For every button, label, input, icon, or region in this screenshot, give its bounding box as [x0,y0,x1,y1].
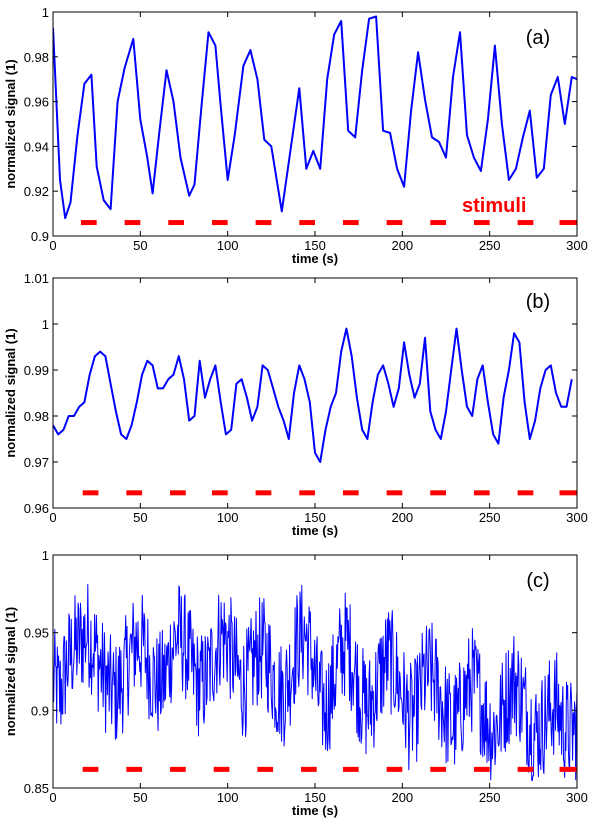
stimulus-bar [342,766,359,772]
y-tick-label: 0.92 [24,184,49,199]
x-tick-label: 250 [479,238,501,253]
y-tick-label: 1 [42,317,49,332]
y-tick-label: 0.98 [24,50,49,65]
y-tick-label: 0.99 [24,363,49,378]
stimulus-bar [386,490,403,496]
chart-panel-3: 0 50 100 150 200 250 300 0.85 0.9 0.95 1 time (s) no… [3,548,588,818]
x-tick-label: 300 [566,510,588,525]
x-axis-label: time (s) [292,803,338,818]
stimulus-bar [211,220,228,226]
stimulus-bar [559,766,577,772]
x-tick-label: 200 [391,510,413,525]
panel-label: (a) [526,27,550,49]
x-tick-label: 100 [217,790,239,805]
stimulus-bar [170,766,186,772]
y-tick-label: 0.95 [24,626,49,641]
stimulus-bar [213,766,230,772]
stimulus-bar [430,220,446,226]
stimulus-bar [430,490,446,496]
chart-panel-2: 0 50 100 150 200 250 300 0.96 0.97 0.98 0.99 1 1.01 t… [3,271,588,538]
x-tick-label: 0 [49,238,56,253]
stimulus-bar [255,490,272,496]
x-tick-label: 200 [391,790,413,805]
stimulus-bar [299,490,315,496]
x-tick-label: 300 [566,790,588,805]
y-tick-label: 0.97 [24,455,49,470]
stimulus-bar [124,220,141,226]
y-tick-label: 0.9 [31,703,49,718]
y-tick-label: 0.94 [24,139,49,154]
chart-panel-1: 0 50 100 150 200 250 300 0.9 0.92 0.94 0.96 0.98 1 ti… [3,5,588,266]
x-tick-label: 0 [49,510,56,525]
x-tick-label: 150 [304,238,326,253]
panel-label: (b) [526,291,550,313]
y-tick-label: 1 [42,548,49,563]
stimulus-bar [342,220,359,226]
stimulus-bar [82,766,99,772]
y-tick-label: 1.01 [24,271,49,286]
stimulus-bar [168,220,184,226]
stimulus-bar [82,490,99,496]
y-tick-label: 0.98 [24,409,49,424]
x-tick-label: 150 [304,790,326,805]
series-line [53,327,573,463]
y-axis-label: normalized signal (1) [3,59,18,188]
stimulus-bar [559,490,577,496]
stimulus-bar [517,220,534,226]
stimulus-bar [559,220,577,226]
series-line [53,584,577,781]
x-tick-label: 0 [49,790,56,805]
stimulus-bar [299,220,315,226]
x-tick-label: 100 [217,510,239,525]
x-axis-label: time (s) [292,523,338,538]
x-tick-label: 150 [304,510,326,525]
x-tick-label: 50 [133,510,147,525]
x-tick-label: 250 [479,790,501,805]
stimuli-annotation: stimuli [462,195,526,217]
stimulus-bar [386,220,403,226]
x-axis-label: time (s) [292,251,338,266]
y-tick-label: 0.9 [31,229,49,244]
stimulus-bar [386,766,403,772]
y-tick-label: 0.96 [24,95,49,110]
stimulus-bar [257,766,274,772]
x-tick-label: 250 [479,510,501,525]
stimulus-bar [517,766,534,772]
stimulus-bar [301,766,317,772]
panel-label: (c) [526,570,549,592]
stimulus-bar [342,490,359,496]
y-tick-label: 0.96 [24,501,49,516]
stimulus-bar [473,766,490,772]
y-tick-label: 0.85 [24,781,49,796]
x-tick-label: 100 [217,238,239,253]
stimulus-bar [430,766,446,772]
x-tick-label: 200 [391,238,413,253]
stimulus-bar [80,220,97,226]
stimulus-bar [473,490,490,496]
y-axis-label: normalized signal (1) [3,328,18,457]
x-tick-label: 50 [133,238,147,253]
stimulus-bar [211,490,228,496]
x-tick-label: 300 [566,238,588,253]
series-line [53,15,577,220]
stimulus-bar [126,766,143,772]
y-axis-label: normalized signal (1) [3,607,18,736]
stimulus-bar [170,490,186,496]
stimulus-bar [517,490,534,496]
x-tick-label: 50 [133,790,147,805]
stimulus-bar [473,220,490,226]
stimulus-bar [255,220,272,226]
y-tick-label: 1 [42,5,49,20]
stimulus-bar [126,490,143,496]
